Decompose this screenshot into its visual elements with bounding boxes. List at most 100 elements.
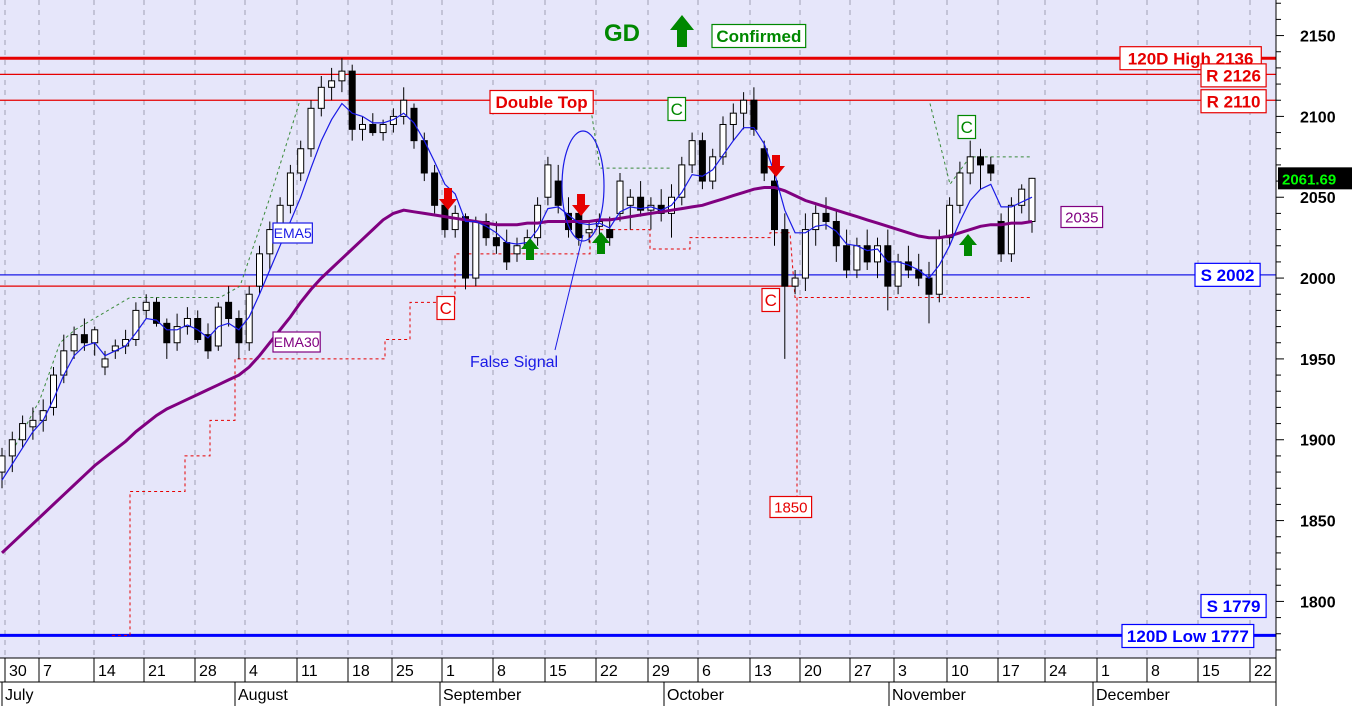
c-label-red-1: C [440,299,452,318]
candle-body [946,204,954,239]
candle-body [225,301,233,319]
candle-body [956,172,964,206]
candle-body [132,309,140,341]
candle-body [91,329,99,344]
x-tick-label: 11 [301,663,318,680]
y-tick-label: 2000 [1300,271,1336,288]
candle-body [585,229,593,234]
x-tick-label: 1 [1101,663,1110,680]
gd-label: GD [604,20,640,47]
c-label-green-2: C [961,118,973,137]
x-tick-label: 3 [898,663,907,680]
candle-body [626,196,634,206]
current-price-label: 2061.69 [1282,171,1336,188]
x-tick-label: 28 [199,663,217,680]
month-label: November [892,687,966,704]
x-tick-label: 15 [549,663,567,680]
label-120d-low: 120D Low 1777 [1127,627,1249,646]
x-tick-label: 30 [9,663,27,680]
double-top-label-box [489,89,594,115]
y-axis: 2150 2100 2050 2000 1950 1900 1850 1800 2061.69 [1276,2,1352,651]
confirmed-label-box [711,23,807,49]
candle-body [884,245,892,287]
label-s-1779-box [1200,593,1267,619]
candle-body [317,86,325,109]
buy-arrow-3 [959,234,977,256]
sell-arrow-3 [767,155,785,177]
y-tick-label: 1800 [1300,594,1336,611]
x-tick-label: 18 [352,663,370,680]
label-120d-low-box [1121,623,1255,649]
double-top-label: Double Top [495,93,587,112]
candle-body [369,123,377,134]
y-tick-label: 2100 [1300,109,1336,126]
x-tick-label: 8 [1151,663,1160,680]
candle-body [256,253,263,287]
false-signal-label: False Signal [470,354,558,371]
candle-body [874,245,881,263]
label-s-2002: S 2002 [1201,266,1255,285]
x-axis: 30 7 14 21 28 4 11 18 25 1 8 15 22 29 6 13 20 27 3 10 17 24 1 8… [0,658,1276,706]
candle-body [153,301,160,324]
x-tick-label: 22 [600,663,618,680]
sell-arrow-2 [572,194,590,216]
x-tick-label: 25 [396,663,414,680]
candle-body [843,245,851,271]
candle-body [606,229,614,239]
candle-body [863,245,871,263]
ema30-value-label-box [1060,205,1104,229]
ema30-label: EMA30 [274,334,320,350]
ema30-value-label: 2035 [1065,209,1098,226]
candle-body [451,212,459,231]
c-label-green-1-box [667,96,687,122]
annotations: GD Confirmed Double Top C C C C 1850 EMA5 EMA30 20… [272,15,1267,649]
y-tick-label: 1850 [1300,514,1336,531]
candle-body [235,317,243,344]
buy-arrow-2 [592,232,610,254]
y-axis-panel [1276,0,1352,658]
candle-body [338,70,346,82]
candle-body [359,123,366,130]
current-price-box [1278,167,1352,190]
candle-body [771,180,778,231]
candle-body [894,261,902,287]
stop-lines [9,100,1032,636]
c-label-red-1-box [436,295,456,321]
candle-body [1007,204,1015,255]
x-tick-label: 29 [652,663,670,680]
candle-body [431,172,439,206]
candle-body [0,455,6,473]
ema5-label: EMA5 [274,225,312,241]
moving-averages [0,102,1033,554]
candle-body [400,99,408,117]
candle-body [781,229,789,287]
c-label-green-2-box [957,114,977,140]
confirmed-label: Confirmed [716,27,801,46]
false-signal-ellipse [561,130,605,242]
month-label: August [238,687,288,704]
candle-body [266,229,274,255]
support-resistance-lines [0,56,1276,637]
candle-body [379,123,387,134]
x-tick-label: 14 [98,663,116,680]
candle-body [987,164,995,174]
candle-body [328,80,336,88]
candle-body [173,326,181,344]
candle-body [80,334,88,344]
label-r-2126-box [1200,63,1267,88]
false-signal-pointer [554,234,584,351]
candle-body [740,99,748,114]
buy-arrow-1 [521,238,539,260]
candle-body [142,301,150,311]
candle-body [1018,188,1026,206]
label-r-2126: R 2126 [1206,66,1261,85]
candle-body [183,317,191,328]
candle-body [163,322,171,344]
candle-body [966,156,974,174]
candle-body [997,220,1005,255]
candle-body [348,70,356,130]
month-label: July [5,687,33,704]
candle-body [544,164,552,198]
